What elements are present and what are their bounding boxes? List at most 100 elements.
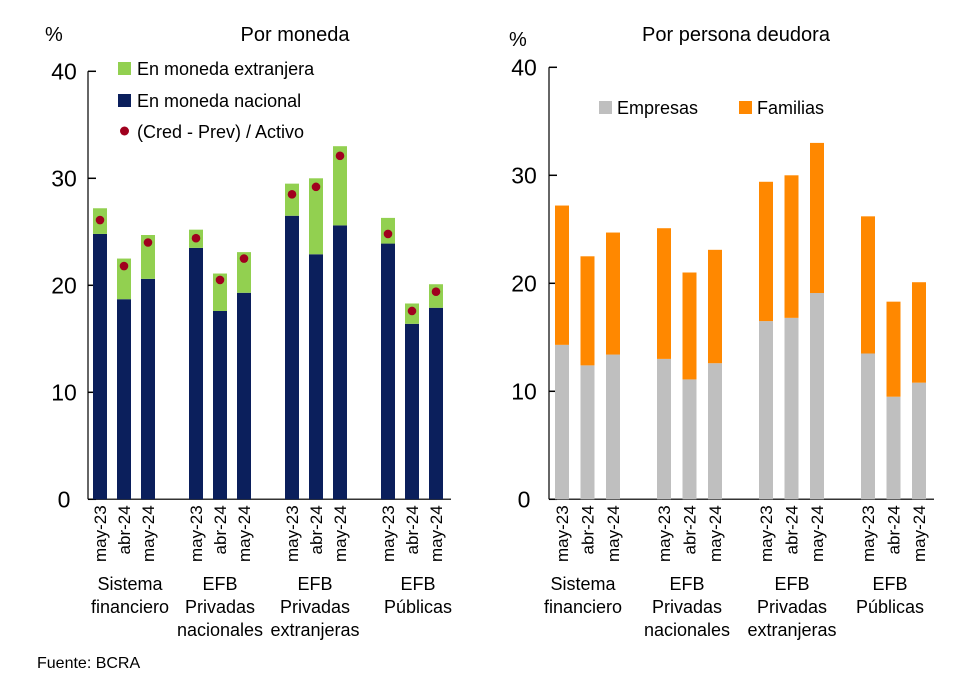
y-tick-label: 10 bbox=[511, 378, 537, 404]
x-tick-label: abr-24 bbox=[307, 505, 326, 554]
bar-extranjera bbox=[117, 258, 131, 300]
bar-nacional bbox=[381, 243, 395, 500]
group-label: EFB bbox=[774, 574, 809, 594]
ratio-dot bbox=[311, 182, 321, 192]
legend-label-nacional: En moneda nacional bbox=[137, 91, 301, 111]
bar-nacional bbox=[429, 307, 443, 500]
bar-nacional bbox=[333, 225, 347, 500]
bar-familias bbox=[606, 232, 620, 355]
x-tick-label: may-23 bbox=[187, 505, 206, 562]
left-plot: 0 10 20 30 40 may-23 abr-24 may-24 may-23 abr-24 m… bbox=[51, 58, 452, 640]
bar-familias bbox=[682, 272, 697, 380]
bar-familias bbox=[886, 301, 901, 397]
ratio-dot bbox=[407, 306, 417, 316]
bar-familias bbox=[912, 282, 926, 383]
group-label: EFB bbox=[400, 574, 435, 594]
group-label: Sistema bbox=[550, 574, 616, 594]
x-tick-label: may-23 bbox=[859, 505, 878, 562]
left-y-unit: % bbox=[45, 24, 63, 46]
ratio-dot bbox=[431, 287, 441, 297]
group-label: Privadas bbox=[652, 597, 722, 617]
bar-extranjera bbox=[213, 273, 227, 311]
legend-label-extranjera: En moneda extranjera bbox=[137, 59, 315, 79]
bar-empresas bbox=[580, 365, 595, 500]
group-label: financiero bbox=[544, 597, 622, 617]
ratio-dot bbox=[335, 151, 345, 161]
ratio-dot bbox=[287, 190, 297, 199]
y-tick-label: 40 bbox=[511, 54, 537, 80]
x-tick-label: abr-24 bbox=[115, 505, 134, 554]
right-chart-title: Por persona deudora bbox=[642, 24, 831, 46]
x-tick-label: may-24 bbox=[235, 505, 254, 562]
left-chart-title: Por moneda bbox=[241, 24, 351, 46]
group-label: Públicas bbox=[384, 597, 452, 617]
bar-empresas bbox=[708, 363, 722, 500]
group-label: EFB bbox=[202, 574, 237, 594]
x-tick-label: abr-24 bbox=[211, 505, 230, 554]
bar-nacional bbox=[237, 292, 251, 500]
group-label: extranjeras bbox=[747, 620, 836, 640]
bar-empresas bbox=[912, 382, 926, 500]
y-tick-label: 30 bbox=[511, 162, 537, 188]
y-tick-label: 0 bbox=[58, 486, 71, 512]
x-tick-label: may-23 bbox=[757, 505, 776, 562]
x-tick-label: may-23 bbox=[655, 505, 674, 562]
bar-familias bbox=[657, 228, 671, 359]
x-tick-label: may-23 bbox=[379, 505, 398, 562]
x-tick-label: may-24 bbox=[604, 505, 623, 562]
bar-empresas bbox=[606, 354, 620, 500]
ratio-dot bbox=[143, 238, 153, 247]
y-tick-label: 20 bbox=[511, 270, 537, 296]
y-tick-label: 0 bbox=[518, 486, 531, 512]
x-tick-label: may-24 bbox=[331, 505, 350, 562]
y-tick-label: 40 bbox=[51, 58, 77, 84]
ratio-dot bbox=[119, 261, 129, 271]
ratio-dot bbox=[383, 229, 393, 239]
group-label: financiero bbox=[91, 597, 169, 617]
bar-familias bbox=[555, 205, 569, 345]
y-tick-label: 10 bbox=[51, 379, 77, 405]
legend-swatch-nacional bbox=[118, 94, 131, 107]
ratio-dot bbox=[239, 254, 249, 263]
legend-swatch-empresas bbox=[599, 101, 612, 114]
bar-empresas bbox=[682, 379, 697, 500]
legend-swatch-familias bbox=[739, 101, 752, 114]
group-label: Privadas bbox=[757, 597, 827, 617]
bar-familias bbox=[580, 256, 595, 366]
group-label: EFB bbox=[669, 574, 704, 594]
group-label: Públicas bbox=[856, 597, 924, 617]
x-tick-label: may-24 bbox=[910, 505, 929, 562]
group-label: EFB bbox=[297, 574, 332, 594]
group-label: Privadas bbox=[185, 597, 255, 617]
ratio-dot bbox=[215, 275, 225, 285]
bar-empresas bbox=[861, 353, 875, 500]
bar-nacional bbox=[405, 323, 419, 500]
legend-label-ratio: (Cred - Prev) / Activo bbox=[137, 122, 304, 142]
bar-familias bbox=[861, 216, 875, 354]
bar-extranjera bbox=[309, 178, 323, 255]
x-tick-label: abr-24 bbox=[885, 505, 904, 554]
bar-familias bbox=[810, 142, 824, 294]
x-tick-label: may-24 bbox=[139, 505, 158, 562]
bar-nacional bbox=[285, 215, 299, 500]
x-tick-label: may-24 bbox=[427, 505, 446, 562]
bar-extranjera bbox=[237, 252, 251, 293]
bar-familias bbox=[784, 175, 799, 318]
bar-nacional bbox=[117, 299, 131, 500]
ratio-dot bbox=[95, 215, 105, 225]
group-label: nacionales bbox=[177, 620, 263, 640]
source-note: Fuente: BCRA bbox=[37, 655, 140, 672]
bar-familias bbox=[708, 249, 722, 364]
legend-label-empresas: Empresas bbox=[617, 98, 698, 118]
bar-nacional bbox=[93, 233, 107, 500]
bar-empresas bbox=[810, 293, 824, 500]
bar-empresas bbox=[759, 321, 773, 500]
legend-marker-ratio bbox=[120, 126, 129, 136]
bar-nacional bbox=[189, 247, 203, 500]
group-label: Sistema bbox=[97, 574, 163, 594]
x-tick-label: may-23 bbox=[553, 505, 572, 562]
group-label: extranjeras bbox=[270, 620, 359, 640]
x-tick-label: may-23 bbox=[91, 505, 110, 562]
bar-extranjera bbox=[333, 146, 347, 226]
